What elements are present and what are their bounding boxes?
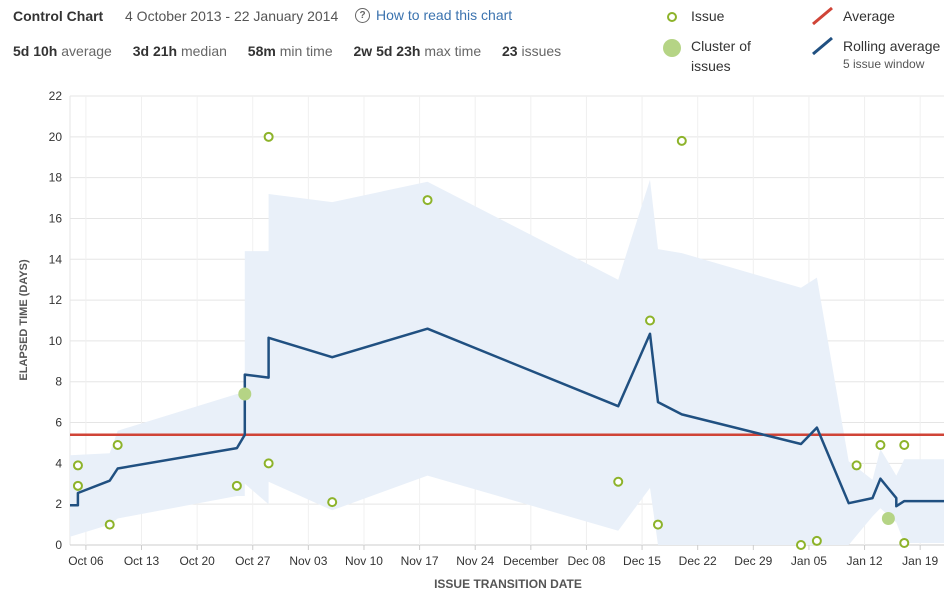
y-tick-label: 10 (49, 334, 63, 348)
y-tick-label: 16 (49, 211, 63, 225)
issue-point[interactable] (104, 519, 115, 530)
help-link[interactable]: ? How to read this chart (355, 7, 512, 23)
issue-point[interactable] (327, 497, 338, 508)
issue-point[interactable] (811, 535, 822, 546)
legend-cluster-icon (663, 39, 681, 57)
issue-point[interactable] (676, 135, 687, 146)
question-circle-icon: ? (355, 7, 370, 23)
legend-rolling-sublabel: 5 issue window (843, 57, 925, 71)
legend-issue-icon (667, 12, 677, 22)
x-tick-label: Oct 06 (68, 554, 104, 568)
issue-point[interactable] (899, 537, 910, 548)
x-tick-label: Oct 27 (235, 554, 271, 568)
stat-median: 3d 21h median (132, 43, 227, 59)
stat-average: 5d 10h average (13, 43, 112, 59)
issue-point[interactable] (851, 460, 862, 471)
legend-average-icon (812, 6, 833, 26)
x-tick-label: December (503, 554, 558, 568)
legend-rolling-icon (812, 36, 833, 56)
x-tick-label: Nov 03 (289, 554, 327, 568)
issue-point[interactable] (613, 476, 624, 487)
stat-max-time: 2w 5d 23h max time (353, 43, 482, 59)
x-tick-label: Dec 15 (623, 554, 661, 568)
chart-title: Control Chart (13, 8, 104, 24)
issue-point[interactable] (72, 460, 83, 471)
issue-point[interactable] (795, 540, 806, 550)
issue-points[interactable] (72, 131, 910, 550)
y-tick-label: 2 (55, 497, 62, 511)
y-tick-label: 18 (49, 171, 63, 185)
issue-point[interactable] (645, 315, 656, 326)
rolling-average-line (70, 327, 944, 508)
x-tick-label: Nov 17 (401, 554, 439, 568)
x-tick-label: Oct 20 (179, 554, 215, 568)
y-axis-title: ELAPSED TIME (DAYS) (18, 259, 30, 381)
rolling-average-group (70, 327, 944, 508)
x-tick-label: Jan 05 (791, 554, 827, 568)
legend-cluster-label-2: issues (691, 58, 731, 74)
x-tick-label: Dec 22 (679, 554, 717, 568)
x-tick-label: Nov 24 (456, 554, 494, 568)
y-tick-label: 22 (49, 89, 63, 103)
y-tick-label: 4 (55, 456, 62, 470)
legend-average-label: Average (843, 8, 895, 24)
x-axis: Oct 06 Oct 13 Oct 20 Oct 27 Nov 03 Nov 10 Nov … (68, 545, 939, 568)
y-tick-label: 14 (49, 252, 63, 266)
y-tick-label: 12 (49, 293, 63, 307)
date-range: 4 October 2013 - 22 January 2014 (125, 8, 339, 24)
issue-point[interactable] (875, 439, 886, 450)
issue-point[interactable] (263, 131, 274, 142)
x-axis-title: ISSUE TRANSITION DATE (434, 577, 582, 591)
x-tick-label: Jan 19 (902, 554, 938, 568)
x-tick-label: Dec 29 (734, 554, 772, 568)
issue-point[interactable] (422, 195, 433, 206)
legend-cluster-label-1: Cluster of (691, 38, 751, 54)
stats-bar: 5d 10h average 3d 21h median 58m min tim… (13, 43, 578, 59)
x-tick-label: Nov 10 (345, 554, 383, 568)
x-tick-label: Dec 08 (567, 554, 605, 568)
cluster-point[interactable] (881, 511, 895, 525)
issue-point[interactable] (72, 480, 83, 491)
legend-rolling-label: Rolling average (843, 38, 941, 54)
help-link-label: How to read this chart (376, 7, 513, 23)
legend-issue-label: Issue (691, 8, 725, 24)
issue-point[interactable] (263, 458, 274, 469)
y-axis: 0 2 4 6 8 10 12 14 16 18 20 22 (49, 89, 63, 552)
x-tick-label: Oct 13 (124, 554, 160, 568)
issue-point[interactable] (899, 439, 910, 450)
y-tick-label: 0 (55, 538, 62, 552)
issue-point[interactable] (652, 519, 663, 530)
cluster-point[interactable] (238, 387, 252, 401)
stat-issues: 23 issues (502, 43, 562, 59)
x-tick-label: Jan 12 (847, 554, 883, 568)
y-tick-label: 20 (49, 130, 63, 144)
stat-min-time: 58m min time (247, 43, 333, 59)
issue-point[interactable] (112, 439, 123, 450)
y-tick-label: 8 (55, 375, 62, 389)
y-tick-label: 6 (55, 416, 62, 430)
issue-point[interactable] (231, 480, 242, 491)
